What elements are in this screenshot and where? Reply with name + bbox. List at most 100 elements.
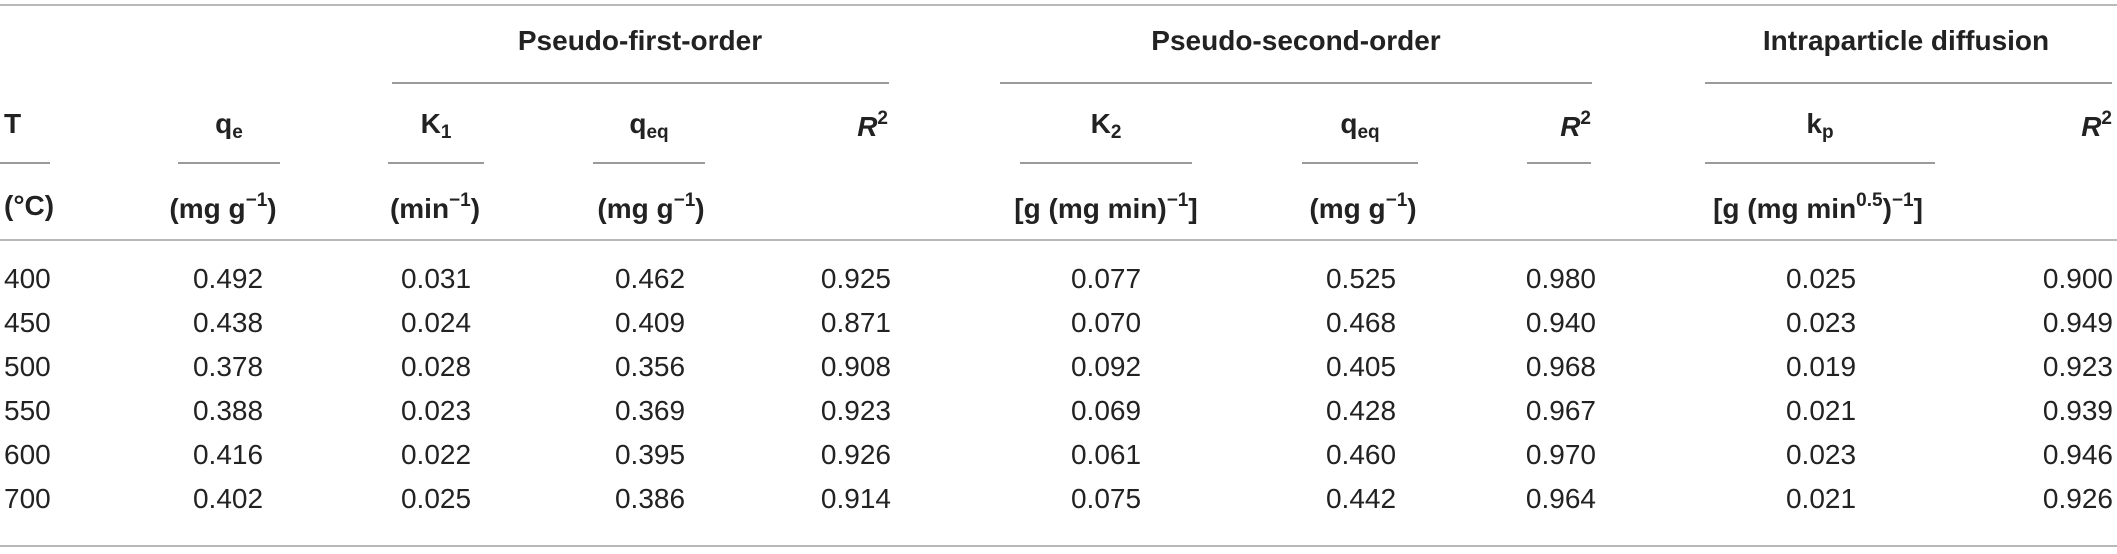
- table-cell: 0.416: [192, 439, 264, 470]
- col-header-r2-pfo: R2: [857, 108, 888, 143]
- table-cell: 0.468: [1325, 307, 1397, 338]
- qeq1-subscript: eq: [646, 122, 669, 143]
- table-cell: 0.968: [1525, 351, 1596, 382]
- table-cell: 450: [4, 307, 51, 338]
- r2b-superscript: 2: [1580, 108, 1591, 129]
- table-cell: 500: [4, 351, 51, 382]
- table-cell: 0.378: [192, 351, 264, 382]
- t-unit-line: [0, 162, 50, 164]
- table-cell: 0.405: [1325, 351, 1397, 382]
- unit-qeq-2: (mg g−1): [1309, 190, 1416, 225]
- pso-spanner-line: [1000, 82, 1592, 84]
- col-header-qe: qe: [215, 108, 243, 144]
- table-cell: 0.025: [1785, 263, 1857, 294]
- ipd-spanner-line: [1705, 82, 2112, 84]
- unit-k1-sup: −1: [449, 190, 471, 211]
- table-cell: 0.940: [1525, 307, 1596, 338]
- table-cell: 0.021: [1785, 483, 1857, 514]
- unit-kp-a: [g (mg min: [1713, 193, 1857, 224]
- unit-kp-b: ): [1882, 193, 1892, 224]
- unit-kp-sup2: −1: [1891, 190, 1914, 211]
- table-cell: 0.914: [820, 483, 891, 514]
- table-cell: 0.395: [614, 439, 686, 470]
- r2a-superscript: 2: [877, 108, 888, 129]
- table-cell: 550: [4, 395, 51, 426]
- group-header-pseudo-second-order: Pseudo-second-order: [1151, 25, 1441, 56]
- table-cell: 0.028: [400, 351, 472, 382]
- table-cell: 0.428: [1325, 395, 1397, 426]
- unit-k1: (min−1): [390, 190, 480, 225]
- unit-qeq2-sup: −1: [1385, 190, 1408, 211]
- unit-qe-sup: −1: [245, 190, 268, 211]
- table-cell: 400: [4, 263, 51, 294]
- table-cell: 0.021: [1785, 395, 1857, 426]
- table-cell: 0.967: [1525, 395, 1596, 426]
- group-header-pseudo-first-order: Pseudo-first-order: [517, 25, 763, 56]
- group-header-intraparticle-diffusion: Intraparticle diffusion: [1762, 25, 2050, 56]
- unit-qeq2-a: (mg g: [1309, 193, 1386, 224]
- unit-qeq-1: (mg g−1): [597, 190, 704, 225]
- col-header-r2-pso: R2: [1560, 108, 1591, 143]
- table-cell: 0.092: [1070, 351, 1142, 382]
- table-cell: 0.525: [1325, 263, 1397, 294]
- table-cell: 0.075: [1070, 483, 1142, 514]
- table-cell: 0.356: [614, 351, 686, 382]
- table-cell: 0.949: [2042, 307, 2113, 338]
- unit-qe: (mg g−1): [169, 190, 276, 225]
- table-cell: 0.070: [1070, 307, 1142, 338]
- r2c-superscript: 2: [2101, 108, 2112, 129]
- table-cell: 0.926: [2042, 483, 2113, 514]
- table-cell: 0.908: [820, 351, 891, 382]
- unit-qeq1-b: ): [695, 193, 705, 224]
- qe-subscript: e: [232, 122, 243, 143]
- table-cell: 0.923: [820, 395, 891, 426]
- unit-k2-sup: −1: [1166, 190, 1189, 211]
- unit-k2: [g (mg min)−1]: [1014, 190, 1197, 225]
- k2-unit-line: [1020, 162, 1192, 164]
- unit-kp: [g (mg min0.5)−1]: [1713, 190, 1923, 225]
- unit-kp-sup1: 0.5: [1856, 190, 1883, 211]
- table-cell: 0.923: [2042, 351, 2113, 382]
- table-cell: 0.061: [1070, 439, 1142, 470]
- qeq2-unit-line: [1302, 162, 1418, 164]
- col-header-qeq-1: qeq: [629, 108, 668, 144]
- table-cell: 0.077: [1070, 263, 1142, 294]
- k2-symbol: K: [1090, 108, 1111, 139]
- qeq1-unit-line: [593, 162, 705, 164]
- table-cell: 0.460: [1325, 439, 1397, 470]
- qeq2-symbol: q: [1340, 108, 1358, 139]
- unit-kp-c: ]: [1913, 193, 1923, 224]
- unit-k2-a: [g (mg min): [1014, 193, 1167, 224]
- kp-subscript: p: [1821, 122, 1834, 143]
- table-cell: 0.019: [1785, 351, 1857, 382]
- k2-subscript: 2: [1110, 122, 1122, 143]
- table-cell: 0.462: [614, 263, 686, 294]
- r2b-symbol: R: [1560, 111, 1581, 142]
- col-header-t: T: [4, 108, 22, 139]
- qe-symbol: q: [215, 108, 233, 139]
- table-cell: 0.900: [2042, 263, 2113, 294]
- table-cell: 0.970: [1525, 439, 1596, 470]
- table-cell: 0.946: [2042, 439, 2113, 470]
- col-header-k1: K1: [421, 108, 452, 144]
- table-cell: 0.024: [400, 307, 472, 338]
- table-cell: 0.438: [192, 307, 264, 338]
- unit-t: (°C): [4, 190, 55, 221]
- k1-symbol: K: [420, 108, 441, 139]
- col-header-r2-ipd: R2: [2081, 108, 2112, 143]
- unit-k1-b: ): [470, 193, 481, 224]
- table-cell: 0.386: [614, 483, 686, 514]
- table-cell: 0.871: [820, 307, 891, 338]
- unit-k1-a: (min: [389, 193, 450, 224]
- table-cell: 600: [4, 439, 51, 470]
- table-cell: 0.023: [1785, 307, 1857, 338]
- r2c-symbol: R: [2081, 111, 2102, 142]
- table-cell: 0.023: [400, 395, 472, 426]
- unit-qeq1-a: (mg g: [597, 193, 674, 224]
- table-cell: 0.025: [400, 483, 472, 514]
- col-header-qeq-2: qeq: [1340, 108, 1379, 144]
- kp-symbol: k: [1806, 108, 1822, 139]
- qe-unit-line: [178, 162, 280, 164]
- table-top-rule: [0, 4, 2117, 6]
- pfo-spanner-line: [392, 82, 889, 84]
